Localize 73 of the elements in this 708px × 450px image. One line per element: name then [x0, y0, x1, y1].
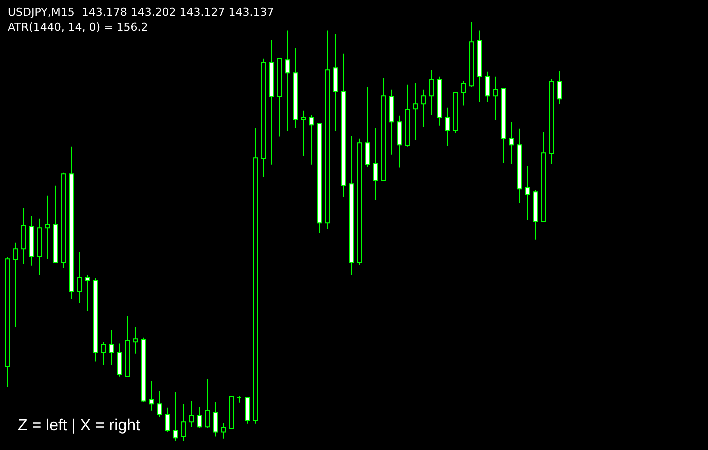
candlestick — [37, 218, 42, 276]
candlestick — [461, 80, 466, 106]
candlestick — [325, 30, 330, 230]
candlestick — [349, 135, 354, 276]
candlestick — [141, 337, 146, 403]
candlestick — [149, 380, 154, 412]
candlestick — [557, 70, 562, 105]
candlestick — [277, 58, 282, 138]
candlestick — [341, 53, 346, 198]
candlestick — [213, 402, 218, 438]
candlestick — [485, 71, 490, 103]
candlestick — [77, 252, 82, 304]
candlestick — [373, 128, 378, 201]
candlestick — [469, 22, 474, 88]
candlestick — [317, 123, 322, 234]
candlestick — [357, 138, 362, 266]
candlestick — [101, 342, 106, 366]
candlestick — [197, 406, 202, 429]
candlestick — [541, 132, 546, 222]
candlestick — [61, 172, 66, 268]
candlestick — [549, 78, 554, 165]
candlestick — [157, 390, 162, 418]
candlestick — [309, 114, 314, 166]
candlestick — [5, 256, 10, 388]
candlestick — [493, 76, 498, 121]
candlestick — [221, 422, 226, 440]
candlestick — [525, 166, 530, 221]
candlestick — [69, 146, 74, 300]
candlestick — [509, 122, 514, 165]
candlestick — [53, 185, 58, 264]
candlestick — [501, 88, 506, 164]
candlestick — [229, 396, 234, 430]
candlestick — [293, 47, 298, 129]
chart-title: USDJPY,M15 143.178 143.202 143.127 143.137 — [8, 6, 274, 19]
candlestick — [477, 30, 482, 103]
candlestick — [109, 329, 114, 366]
candlestick — [117, 343, 122, 378]
candlestick — [253, 128, 258, 424]
candlestick — [533, 190, 538, 240]
candlestick — [413, 82, 418, 141]
candlestick — [133, 326, 138, 354]
candlestick — [173, 391, 178, 442]
candlestick — [269, 40, 274, 166]
chart-subtitle: ATR(1440, 14, 0) = 156.2 — [8, 21, 148, 34]
candlestick — [13, 242, 18, 328]
candlestick — [405, 84, 410, 148]
candlestick — [165, 407, 170, 433]
candlestick — [85, 274, 90, 312]
candlestick — [21, 208, 26, 265]
candlestick — [45, 195, 50, 260]
candlestick — [421, 89, 426, 128]
candlestick — [517, 128, 522, 204]
candlestick — [93, 278, 98, 362]
candlestick — [205, 378, 210, 429]
candlestick — [29, 215, 34, 266]
candlestick — [381, 78, 386, 182]
candlestick — [365, 86, 370, 168]
candlestick — [181, 404, 186, 442]
candlestick — [189, 400, 194, 428]
candlestick — [125, 316, 130, 378]
candlestick — [453, 92, 458, 134]
candlestick — [437, 76, 442, 126]
candlestick — [245, 397, 250, 424]
candlestick — [397, 115, 402, 168]
candlestick — [301, 110, 306, 157]
candlestick — [429, 70, 434, 116]
candlestick — [261, 58, 266, 178]
candlestick — [237, 396, 242, 404]
annotation: Z = left | X = right — [18, 418, 141, 434]
candlestick — [285, 30, 290, 132]
candlestick — [389, 89, 394, 156]
candlestick — [333, 34, 338, 132]
candlestick — [445, 107, 450, 147]
